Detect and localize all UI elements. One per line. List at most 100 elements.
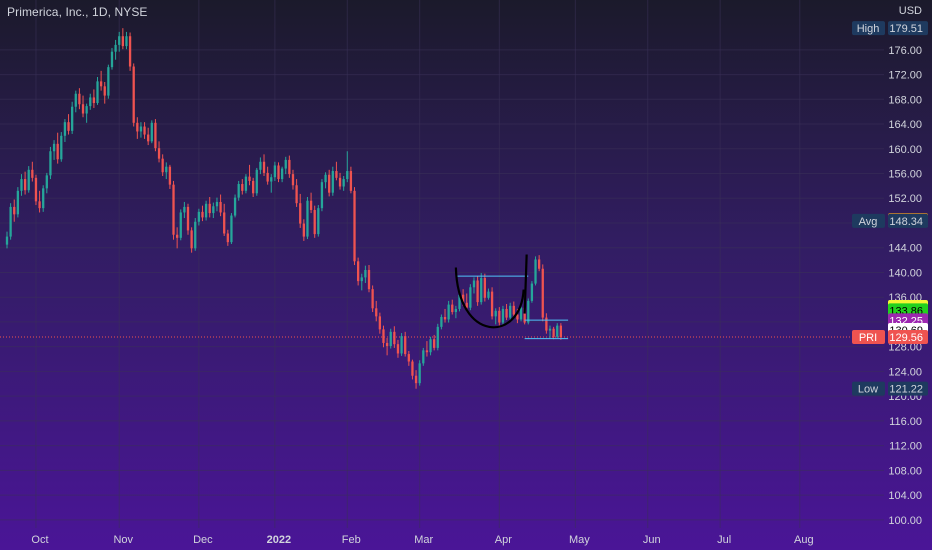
candle-99[interactable] [364, 265, 367, 283]
candle-115[interactable] [422, 347, 425, 366]
candle-12[interactable] [49, 146, 52, 180]
candle-76[interactable] [280, 166, 284, 183]
candle-146[interactable] [534, 256, 537, 286]
candle-118[interactable] [433, 334, 436, 351]
candle-134[interactable] [490, 287, 494, 320]
candle-123[interactable] [451, 299, 454, 315]
candle-24[interactable] [92, 89, 96, 108]
candle-17[interactable] [67, 114, 70, 135]
candle-41[interactable] [154, 119, 157, 152]
candle-137[interactable] [501, 305, 505, 325]
candle-22[interactable] [85, 103, 88, 123]
candle-136[interactable] [498, 307, 501, 327]
candle-112[interactable] [411, 359, 414, 380]
candle-0[interactable] [5, 231, 9, 249]
candle-61[interactable] [226, 229, 229, 246]
candle-63[interactable] [233, 194, 237, 218]
candle-26[interactable] [99, 70, 103, 91]
candle-102[interactable] [375, 300, 378, 322]
price-axis[interactable]: 100.00104.00108.00112.00116.00120.00124.… [884, 0, 932, 550]
time-axis[interactable]: Oct Nov Dec 2022 Feb Mar Apr May Jun Jul Aug [31, 534, 813, 546]
candle-46[interactable] [172, 180, 175, 240]
candle-130[interactable] [476, 276, 479, 306]
candle-120[interactable] [440, 314, 443, 330]
candle-20[interactable] [78, 88, 81, 110]
candle-104[interactable] [382, 325, 385, 348]
candle-106[interactable] [389, 328, 392, 349]
candle-47[interactable] [175, 227, 179, 249]
candle-83[interactable] [306, 197, 309, 240]
candle-80[interactable] [295, 179, 298, 207]
candle-101[interactable] [371, 285, 374, 313]
candle-147[interactable] [537, 255, 541, 272]
candle-1[interactable] [9, 203, 12, 240]
candle-64[interactable] [237, 180, 240, 201]
candle-16[interactable] [63, 119, 67, 142]
candle-38[interactable] [143, 122, 146, 139]
candle-39[interactable] [147, 127, 150, 146]
handle-stroke[interactable] [523, 254, 528, 314]
candle-109[interactable] [400, 333, 403, 356]
candle-9[interactable] [38, 190, 41, 213]
candle-131[interactable] [480, 273, 483, 305]
candle-122[interactable] [447, 300, 450, 323]
candle-87[interactable] [320, 179, 324, 212]
candle-56[interactable] [208, 197, 211, 218]
candle-35[interactable] [132, 63, 135, 127]
candle-152[interactable] [556, 323, 559, 339]
candle-116[interactable] [425, 341, 429, 357]
candle-79[interactable] [291, 169, 295, 190]
candle-45[interactable] [168, 164, 172, 189]
candle-43[interactable] [161, 154, 164, 176]
candle-70[interactable] [259, 157, 262, 175]
candle-50[interactable] [186, 203, 190, 235]
candle-55[interactable] [204, 200, 208, 221]
candle-27[interactable] [103, 81, 106, 104]
candle-72[interactable] [266, 166, 269, 185]
candle-75[interactable] [277, 162, 280, 183]
candle-13[interactable] [52, 140, 56, 160]
candle-30[interactable] [114, 39, 117, 60]
candle-153[interactable] [559, 323, 563, 340]
cup-and-handle-annotation[interactable] [454, 254, 569, 340]
candle-34[interactable] [128, 32, 132, 71]
candle-84[interactable] [309, 192, 313, 214]
candle-151[interactable] [552, 326, 555, 340]
candle-49[interactable] [183, 201, 186, 219]
candle-74[interactable] [273, 161, 277, 181]
candle-36[interactable] [136, 117, 139, 139]
candle-132[interactable] [483, 273, 486, 302]
candle-5[interactable] [23, 171, 27, 195]
candle-135[interactable] [494, 308, 497, 325]
candle-48[interactable] [179, 209, 182, 241]
candle-113[interactable] [414, 370, 418, 389]
candle-150[interactable] [548, 325, 552, 339]
candle-54[interactable] [201, 205, 204, 222]
candle-121[interactable] [443, 308, 447, 323]
candle-8[interactable] [34, 174, 38, 206]
candle-3[interactable] [16, 187, 20, 218]
candle-95[interactable] [349, 166, 353, 194]
candle-94[interactable] [346, 151, 349, 183]
candle-42[interactable] [157, 141, 161, 163]
candle-124[interactable] [454, 305, 458, 319]
candle-78[interactable] [288, 155, 291, 178]
candle-119[interactable] [436, 323, 439, 351]
candle-89[interactable] [328, 169, 331, 197]
candle-108[interactable] [396, 339, 400, 358]
candle-28[interactable] [107, 64, 110, 99]
candle-81[interactable] [299, 193, 302, 228]
candle-100[interactable] [367, 265, 371, 293]
candle-57[interactable] [212, 202, 215, 219]
candle-60[interactable] [223, 203, 226, 236]
candle-129[interactable] [472, 277, 476, 294]
candle-68[interactable] [252, 177, 255, 198]
candle-32[interactable] [121, 28, 124, 50]
candle-142[interactable] [519, 305, 523, 322]
candle-149[interactable] [545, 313, 548, 334]
candle-93[interactable] [342, 175, 345, 191]
candle-10[interactable] [42, 185, 45, 212]
candle-117[interactable] [429, 336, 432, 356]
